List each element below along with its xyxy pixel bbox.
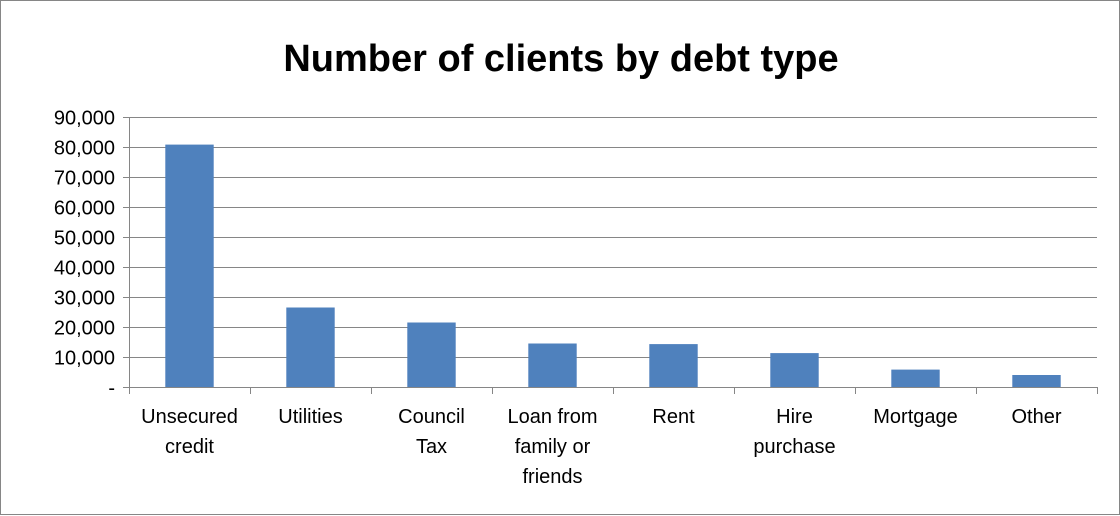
x-category-label: Mortgage [873, 406, 958, 428]
y-tick-label: 20,000 [54, 318, 115, 340]
y-tick-label: 10,000 [54, 348, 115, 370]
x-axis-labels: Unsecured credit Utilities Council Tax Loan f… [141, 406, 1062, 488]
y-tick-label: 30,000 [54, 288, 115, 310]
y-tick-label: 70,000 [54, 168, 115, 190]
x-category-label: Other [1011, 406, 1061, 428]
bar [165, 144, 214, 387]
bar [649, 344, 698, 387]
x-category-label: Council Tax [398, 406, 465, 458]
x-category-label: Hire purchase [753, 406, 835, 458]
y-axis-ticks: - 10,000 20,000 30,000 40,000 50,000 60,000 70,… [54, 108, 115, 400]
gridlines [129, 117, 1097, 358]
bar [1012, 375, 1061, 387]
x-category-label: Loan from family or friends [507, 406, 597, 488]
bars [165, 144, 1061, 387]
y-tick-label: 40,000 [54, 258, 115, 280]
bar [528, 343, 577, 387]
y-tick-label: 60,000 [54, 198, 115, 220]
chart-title: Number of clients by debt type [283, 38, 838, 80]
bar [891, 369, 940, 387]
bar [407, 322, 456, 387]
y-tick-label: 80,000 [54, 138, 115, 160]
x-category-label: Rent [652, 406, 695, 428]
bar [286, 307, 335, 387]
x-category-label: Utilities [278, 406, 342, 428]
y-tick-label: 50,000 [54, 228, 115, 250]
bar [770, 353, 819, 387]
y-tick-label: 90,000 [54, 108, 115, 130]
axes [123, 117, 1098, 394]
x-category-label: Unsecured credit [141, 406, 238, 458]
y-tick-label: - [108, 378, 115, 400]
